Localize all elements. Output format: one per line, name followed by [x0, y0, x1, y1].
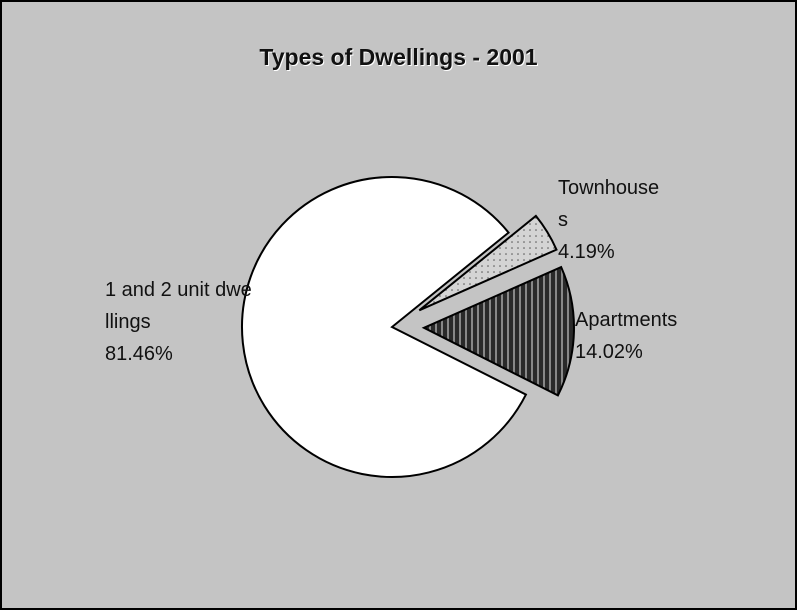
category-label: Townhouses [558, 177, 660, 231]
slice-label: Apartments 14.02% [575, 304, 735, 368]
category-label: Apartments [575, 309, 678, 331]
pie [241, 176, 575, 478]
category-label: 1 and 2 unit dwellings [105, 279, 252, 333]
value-label: 81.46% [105, 343, 173, 365]
pie-slice [241, 176, 528, 478]
slice-label: Townhouses 4.19% [558, 172, 666, 268]
pie-slice [418, 214, 558, 312]
chart-title: Types of Dwellings - 2001 [259, 44, 538, 70]
value-label: 4.19% [558, 241, 615, 263]
value-label: 14.02% [575, 341, 643, 363]
pie-slice [421, 265, 575, 397]
slice-label: 1 and 2 unit dwellings 81.46% [105, 274, 255, 370]
